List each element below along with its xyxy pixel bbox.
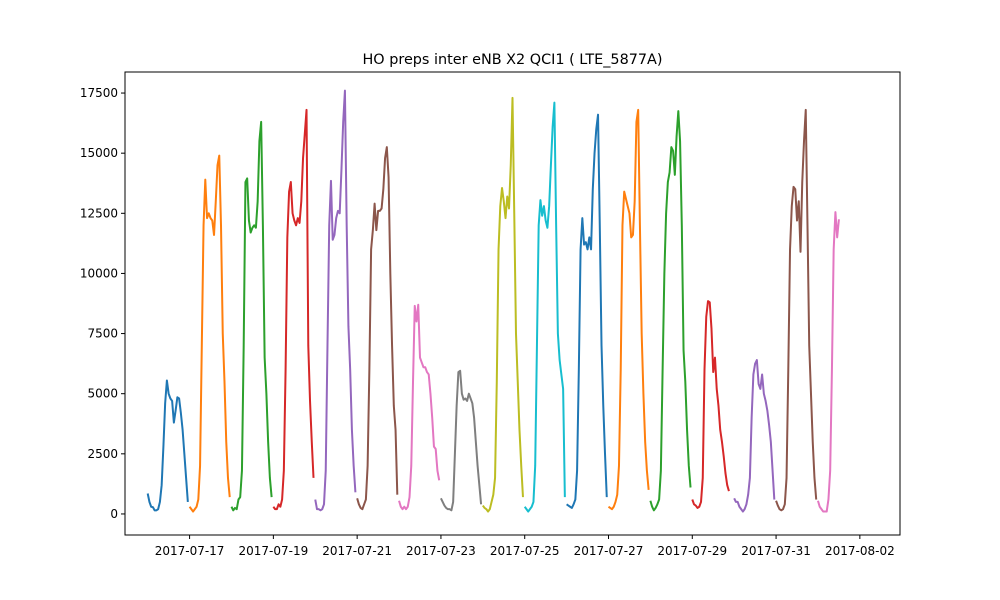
series-line-12 — [649, 110, 692, 512]
x-tick-label-8: 2017-08-02 — [825, 544, 895, 558]
y-axis: 0 2500 5000 7500 10000 12500 15000 17500 — [80, 86, 125, 521]
series-line-8 — [482, 96, 524, 513]
chart-title: HO preps inter eNB X2 QCI1 ( LTE_5877A) — [362, 52, 662, 68]
series-line-14 — [733, 359, 776, 513]
x-axis: 2017-07-17 2017-07-19 2017-07-21 2017-07-23… — [155, 535, 895, 558]
series-line-5 — [356, 146, 399, 511]
series-line-10 — [566, 113, 608, 509]
series-line-11 — [607, 108, 650, 511]
series-line-7 — [440, 369, 483, 512]
y-tick-label-7: 17500 — [80, 86, 118, 100]
series-layer — [146, 89, 840, 513]
x-tick-label-2: 2017-07-21 — [322, 544, 392, 558]
series-line-15 — [775, 108, 818, 512]
y-tick-label-6: 15000 — [80, 146, 118, 160]
y-tick-label-0: 0 — [110, 507, 118, 521]
x-tick-label-4: 2017-07-25 — [490, 544, 560, 558]
series-line-9 — [523, 101, 566, 513]
y-tick-label-5: 12500 — [80, 206, 118, 220]
series-line-0 — [146, 379, 189, 512]
series-line-6 — [398, 303, 441, 511]
series-line-3 — [272, 108, 315, 511]
x-tick-label-5: 2017-07-27 — [574, 544, 644, 558]
y-tick-label-4: 10000 — [80, 266, 118, 280]
series-line-2 — [230, 120, 273, 512]
x-tick-label-6: 2017-07-29 — [657, 544, 727, 558]
y-tick-label-2: 5000 — [87, 387, 118, 401]
x-tick-label-1: 2017-07-19 — [238, 544, 308, 558]
y-tick-label-3: 7500 — [87, 327, 118, 341]
x-tick-label-7: 2017-07-31 — [741, 544, 811, 558]
plot-frame — [124, 71, 901, 536]
x-tick-label-0: 2017-07-17 — [155, 544, 225, 558]
series-line-13 — [691, 300, 730, 509]
series-line-16 — [816, 211, 840, 513]
y-tick-label-1: 2500 — [87, 447, 118, 461]
series-line-4 — [314, 89, 357, 512]
x-tick-label-3: 2017-07-23 — [406, 544, 476, 558]
series-line-1 — [188, 154, 231, 513]
